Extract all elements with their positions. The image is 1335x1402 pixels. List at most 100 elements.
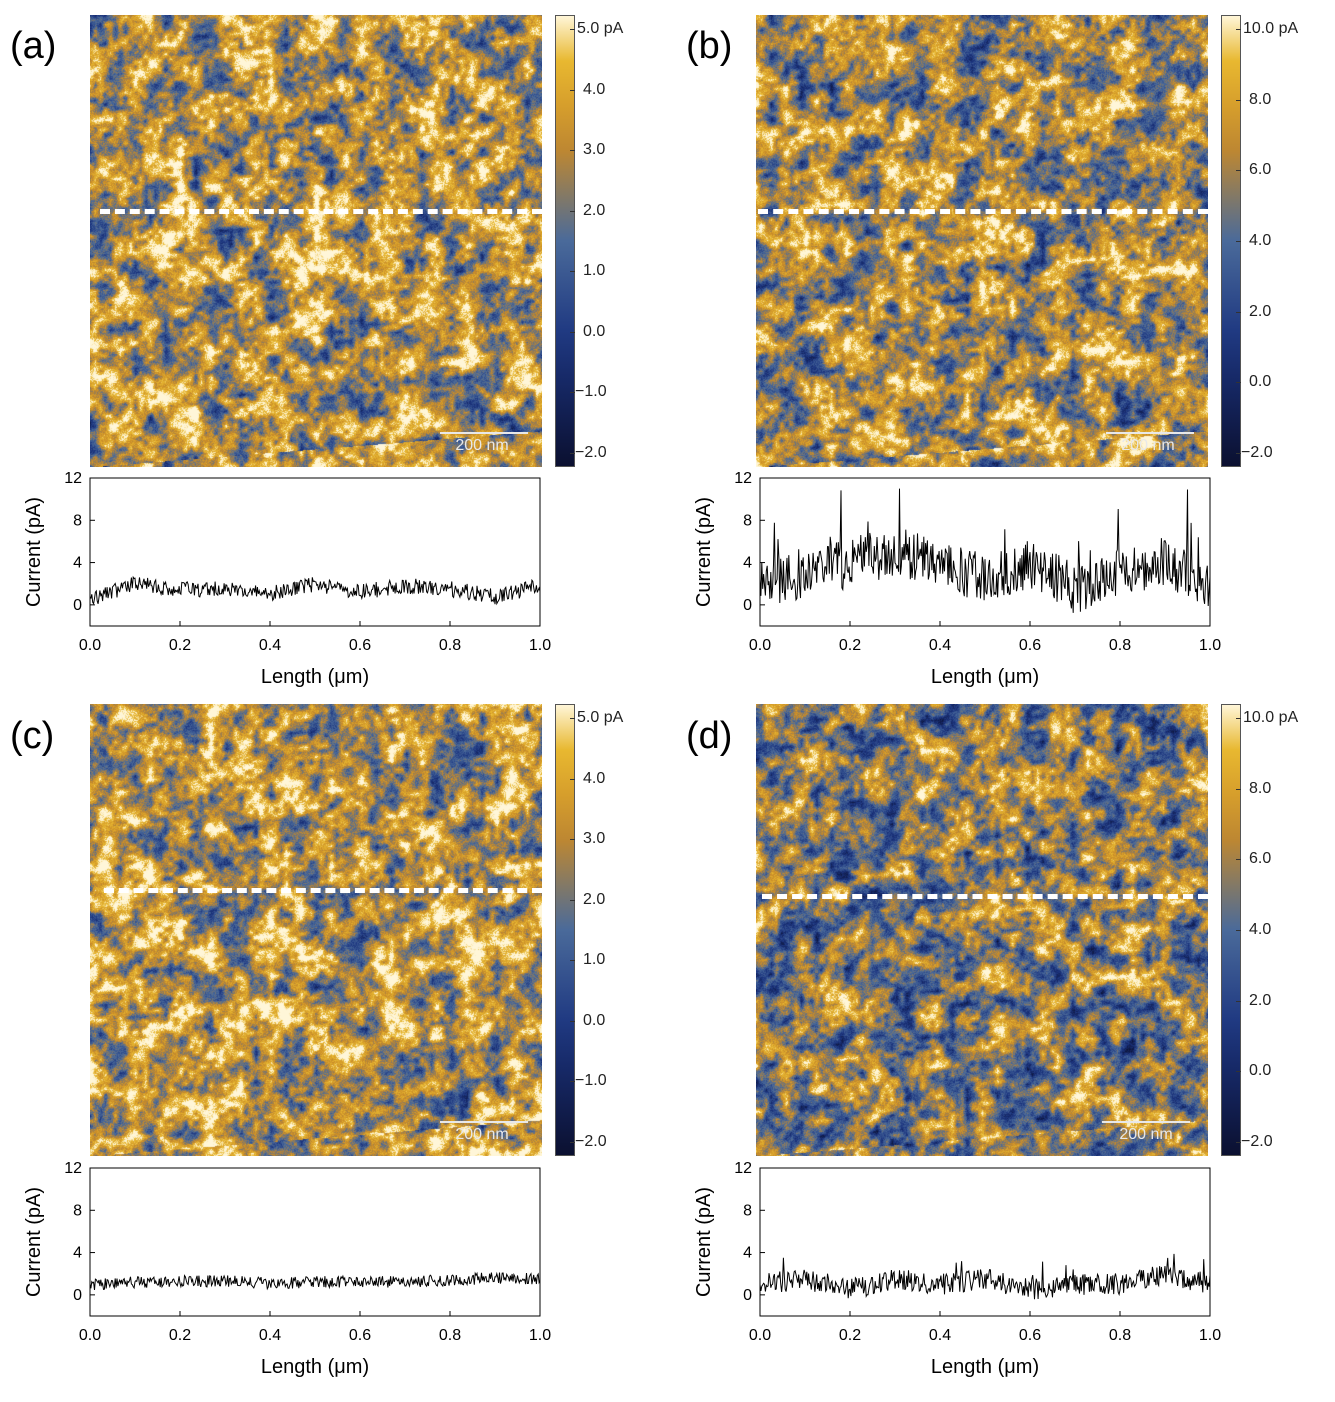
profile-line-b bbox=[758, 209, 1208, 214]
colorbar-tick-label: −2.0 bbox=[575, 444, 607, 461]
colorbar-tick bbox=[1236, 453, 1241, 454]
x-axis-title: Length (μm) bbox=[261, 666, 369, 688]
y-axis-title: Current (pA) bbox=[693, 1187, 715, 1297]
colorbar-tick-label: 2.0 bbox=[1249, 302, 1272, 320]
y-axis-title: Current (pA) bbox=[693, 497, 715, 607]
x-tick-label: 0.0 bbox=[79, 1327, 101, 1344]
colorbar-tick-label: 0.0 bbox=[583, 322, 606, 340]
x-tick-label: 0.2 bbox=[839, 1327, 861, 1344]
colorbar-tick bbox=[570, 392, 575, 394]
profile-chart-d: 0 4 8 12 0.0 0.2 0.4 0.6 0.8 1.0 Length (μm) Curren… bbox=[693, 1160, 1221, 1378]
colorbar-tick-label: −2.0 bbox=[1241, 444, 1273, 461]
colorbar-tick-label: 5.0 pA bbox=[577, 20, 624, 37]
plot-frame bbox=[759, 477, 1211, 627]
colorbar-tick-label: −1.0 bbox=[575, 1072, 607, 1090]
profile-chart-b: 0 4 8 12 0.0 0.2 0.4 0.6 0.8 1.0 Length (μm) Curren… bbox=[693, 470, 1221, 688]
colorbar-tick bbox=[570, 453, 575, 454]
panel-letter-c: (c) bbox=[10, 715, 55, 757]
x-tick-label: 1.0 bbox=[1199, 637, 1221, 654]
colorbar-tick-label: 6.0 bbox=[1249, 850, 1272, 868]
x-tick-label: 0.8 bbox=[439, 637, 461, 654]
y-axis-title: Current (pA) bbox=[23, 1187, 45, 1297]
colorbar-tick-label: 4.0 bbox=[583, 769, 606, 787]
current-profile-line bbox=[759, 488, 1211, 613]
colorbar-tick-label: 4.0 bbox=[1249, 921, 1272, 938]
x-tick-label: 1.0 bbox=[529, 1327, 551, 1344]
colorbar-tick bbox=[1236, 788, 1241, 790]
plot-frame bbox=[89, 1167, 541, 1317]
colorbar-tick-label: 5.0 pA bbox=[577, 709, 624, 726]
colorbar-tick bbox=[570, 210, 575, 212]
y-tick-label: 4 bbox=[743, 555, 752, 572]
profile-line-a bbox=[100, 209, 542, 214]
scale-bar-label-a: 200 nm bbox=[455, 437, 509, 454]
x-tick-label: 1.0 bbox=[529, 637, 551, 654]
current-profile-line bbox=[89, 1271, 541, 1291]
colorbar-tick-label: 10.0 pA bbox=[1243, 20, 1299, 37]
x-tick-label: 0.4 bbox=[929, 1327, 951, 1344]
profile-chart-a: 0 4 8 12 0.0 0.2 0.4 0.6 0.8 1.0 Length (μm) Curren… bbox=[23, 470, 551, 688]
colorbar-labels-d: 10.0 pA 8.0 6.0 4.0 2.0 0.0 −2.0 bbox=[1236, 704, 1335, 1156]
colorbar-tick-label: 4.0 bbox=[583, 80, 606, 98]
colorbar-tick bbox=[1236, 1142, 1241, 1143]
colorbar-tick-label: −1.0 bbox=[575, 383, 607, 401]
panel-letter-d: (d) bbox=[686, 715, 733, 757]
profile-line-d bbox=[762, 894, 1208, 899]
panel-letter-a: (a) bbox=[10, 25, 57, 67]
colorbar-tick-label: 0.0 bbox=[1249, 1062, 1272, 1080]
colorbar-tick bbox=[570, 89, 575, 91]
colorbar-tick bbox=[1236, 859, 1241, 861]
y-tick-label: 12 bbox=[734, 470, 752, 487]
current-profile-line bbox=[759, 1253, 1211, 1300]
colorbar-tick-label: 1.0 bbox=[583, 262, 606, 280]
colorbar-tick bbox=[1236, 1071, 1241, 1073]
y-axis-title: Current (pA) bbox=[23, 497, 45, 607]
scale-bar-label-b: 200 nm bbox=[1121, 437, 1175, 454]
colorbar-tick-label: 10.0 pA bbox=[1243, 709, 1299, 726]
x-axis-title: Length (μm) bbox=[261, 1356, 369, 1378]
panel-letter-b: (b) bbox=[686, 25, 733, 67]
colorbar-tick bbox=[570, 331, 575, 333]
current-profile-line bbox=[89, 575, 541, 606]
colorbar-tick-label: 6.0 bbox=[1249, 161, 1272, 179]
colorbar-tick bbox=[1236, 29, 1241, 30]
colorbar-tick bbox=[1236, 1000, 1241, 1002]
y-tick-label: 12 bbox=[64, 470, 82, 487]
x-tick-label: 0.4 bbox=[929, 637, 951, 654]
colorbar-labels-a: 5.0 pA 4.0 3.0 2.0 1.0 0.0 −1.0 −2.0 bbox=[570, 15, 675, 467]
colorbar-tick bbox=[1236, 311, 1241, 313]
y-tick-label: 0 bbox=[73, 1287, 82, 1304]
colorbar-tick-label: 8.0 bbox=[1249, 90, 1272, 108]
colorbar-tick bbox=[1236, 930, 1241, 931]
y-tick-label: 0 bbox=[743, 597, 752, 614]
colorbar-tick-label: 8.0 bbox=[1249, 779, 1272, 797]
scale-bar-a bbox=[440, 432, 528, 434]
y-tick-label: 12 bbox=[64, 1160, 82, 1177]
colorbar-tick-label: 2.0 bbox=[1249, 991, 1272, 1009]
colorbar-tick-label: 0.0 bbox=[583, 1011, 606, 1029]
colorbar-labels-b: 10.0 pA 8.0 6.0 4.0 2.0 0.0 −2.0 bbox=[1236, 15, 1335, 467]
colorbar-tick bbox=[570, 778, 575, 780]
colorbar-tick bbox=[1236, 99, 1241, 101]
x-tick-label: 0.2 bbox=[169, 1327, 191, 1344]
colorbar-tick bbox=[570, 960, 575, 962]
colorbar-tick-label: 3.0 bbox=[583, 830, 606, 848]
y-tick-label: 8 bbox=[743, 1202, 752, 1219]
colorbar-tick-label: 3.0 bbox=[583, 141, 606, 159]
colorbar-tick-label: −2.0 bbox=[1241, 1133, 1273, 1150]
colorbar-tick bbox=[570, 1020, 575, 1022]
colorbar-tick bbox=[570, 150, 575, 152]
colorbar-c bbox=[555, 704, 575, 1156]
y-tick-label: 0 bbox=[743, 1287, 752, 1304]
colorbar-tick-label: 1.0 bbox=[583, 951, 606, 969]
x-axis-title: Length (μm) bbox=[931, 666, 1039, 688]
y-tick-label: 8 bbox=[743, 512, 752, 529]
x-tick-label: 0.2 bbox=[839, 637, 861, 654]
colorbar-a bbox=[555, 15, 575, 467]
y-tick-label: 4 bbox=[743, 1245, 752, 1262]
x-tick-label: 0.2 bbox=[169, 637, 191, 654]
current-map-d bbox=[756, 704, 1208, 1156]
colorbar-tick-label: −2.0 bbox=[575, 1133, 607, 1150]
x-tick-label: 0.0 bbox=[79, 637, 101, 654]
colorbar-tick-label: 2.0 bbox=[583, 201, 606, 219]
